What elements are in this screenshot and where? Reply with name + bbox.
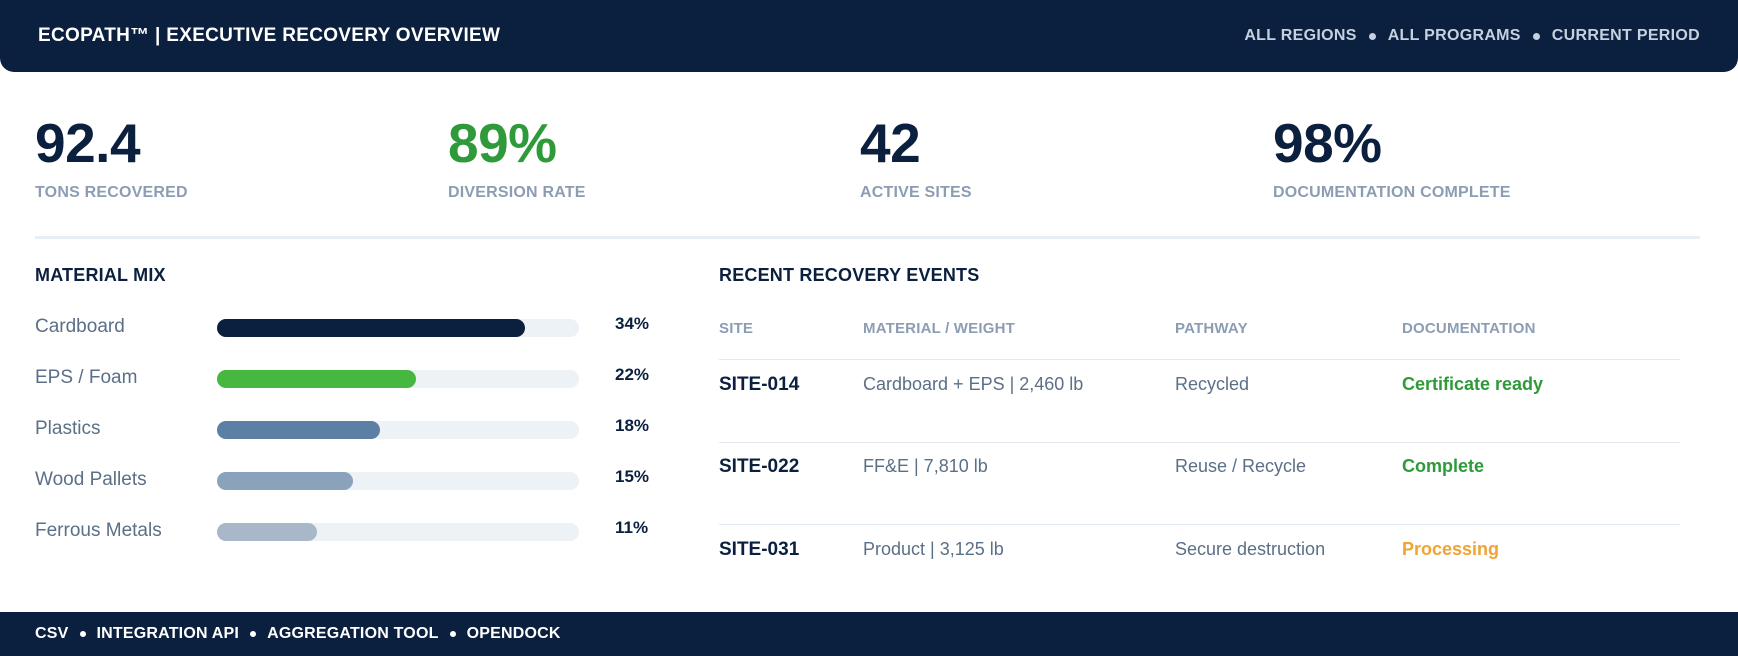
progress-fill: [217, 319, 525, 337]
event-pathway: Secure destruction: [1175, 539, 1326, 559]
progress-track: [217, 319, 579, 337]
material-percent: 22%: [615, 365, 650, 384]
row-divider: [719, 442, 1680, 443]
kpi-value: 89%: [448, 112, 557, 174]
material-name: Cardboard: [35, 316, 125, 337]
kpi-label: DIVERSION RATE: [448, 184, 586, 201]
kpi-documentation-complete: 98% DOCUMENTATION COMPLETE: [1273, 112, 1511, 202]
kpi-strip: 92.4 TONS RECOVERED 89% DIVERSION RATE 4…: [35, 112, 1700, 212]
row-divider: [719, 524, 1680, 525]
event-site[interactable]: SITE-031: [719, 539, 800, 560]
filter-programs[interactable]: ALL PROGRAMS: [1387, 27, 1521, 44]
filter-regions[interactable]: ALL REGIONS: [1244, 27, 1357, 44]
column-header-documentation: DOCUMENTATION: [1402, 320, 1536, 337]
material-percent: 11%: [615, 518, 649, 537]
kpi-label: TONS RECOVERED: [35, 184, 188, 201]
event-documentation-status[interactable]: Processing: [1402, 539, 1500, 559]
kpi-tons-recovered: 92.4 TONS RECOVERED: [35, 112, 188, 202]
top-header: ECOPATH™ | EXECUTIVE RECOVERY OVERVIEW A…: [0, 0, 1738, 72]
material-row-ferrous-metals: Ferrous Metals 11%: [35, 516, 655, 546]
event-material: Product | 3,125 lb: [863, 539, 1004, 559]
section-divider: [35, 236, 1700, 239]
separator-dot-icon: [79, 631, 86, 637]
material-name: EPS / Foam: [35, 367, 138, 388]
kpi-active-sites: 42 ACTIVE SITES: [860, 112, 972, 202]
event-documentation-status[interactable]: Complete: [1402, 456, 1485, 476]
event-pathway: Reuse / Recycle: [1175, 456, 1307, 476]
footer-link-integration-api[interactable]: INTEGRATION API: [96, 625, 240, 642]
page-title: ECOPATH™ | EXECUTIVE RECOVERY OVERVIEW: [38, 25, 501, 46]
material-percent: 18%: [615, 416, 650, 435]
progress-track: [217, 370, 579, 388]
row-divider: [719, 359, 1680, 360]
material-name: Plastics: [35, 418, 101, 439]
separator-dot-icon: [449, 631, 456, 637]
progress-fill: [217, 523, 317, 541]
column-header-material: MATERIAL / WEIGHT: [863, 320, 1016, 337]
progress-fill: [217, 370, 417, 388]
kpi-label: ACTIVE SITES: [860, 184, 972, 201]
event-pathway: Recycled: [1175, 374, 1250, 394]
material-row-eps-foam: EPS / Foam 22%: [35, 363, 655, 393]
material-row-wood-pallets: Wood Pallets 15%: [35, 465, 655, 495]
material-row-cardboard: Cardboard 34%: [35, 312, 655, 342]
kpi-value: 42: [860, 112, 921, 174]
progress-track: [217, 523, 579, 541]
material-name: Ferrous Metals: [35, 520, 162, 541]
material-mix-title: MATERIAL MIX: [35, 265, 166, 285]
separator-dot-icon: [1532, 32, 1540, 40]
separator-dot-icon: [1368, 32, 1376, 40]
event-documentation-status[interactable]: Certificate ready: [1402, 374, 1544, 394]
event-material: FF&E | 7,810 lb: [863, 456, 988, 476]
material-percent: 34%: [615, 314, 650, 333]
progress-fill: [217, 472, 353, 490]
filter-bar: ALL REGIONS ALL PROGRAMS CURRENT PERIOD: [1244, 27, 1700, 45]
event-site[interactable]: SITE-022: [719, 456, 800, 477]
material-percent: 15%: [615, 467, 650, 486]
progress-track: [217, 421, 579, 439]
filter-period[interactable]: CURRENT PERIOD: [1551, 27, 1700, 44]
event-site[interactable]: SITE-014: [719, 374, 800, 395]
kpi-diversion-rate: 89% DIVERSION RATE: [448, 112, 586, 202]
kpi-value: 98%: [1273, 112, 1382, 174]
material-name: Wood Pallets: [35, 469, 147, 490]
kpi-label: DOCUMENTATION COMPLETE: [1273, 184, 1511, 201]
progress-fill: [217, 421, 380, 439]
events-title: RECENT RECOVERY EVENTS: [719, 265, 980, 285]
progress-track: [217, 472, 579, 490]
column-header-site: SITE: [719, 320, 754, 337]
integrations-footer: CSV INTEGRATION API AGGREGATION TOOL OPE…: [0, 612, 1738, 656]
column-header-pathway: PATHWAY: [1175, 320, 1248, 337]
footer-link-opendock[interactable]: OPENDOCK: [466, 625, 561, 642]
event-material: Cardboard + EPS | 2,460 lb: [863, 374, 1084, 394]
kpi-value: 92.4: [35, 112, 141, 174]
separator-dot-icon: [250, 631, 257, 637]
footer-link-aggregation-tool[interactable]: AGGREGATION TOOL: [267, 625, 439, 642]
material-row-plastics: Plastics 18%: [35, 414, 655, 444]
footer-link-csv[interactable]: CSV: [35, 625, 69, 642]
